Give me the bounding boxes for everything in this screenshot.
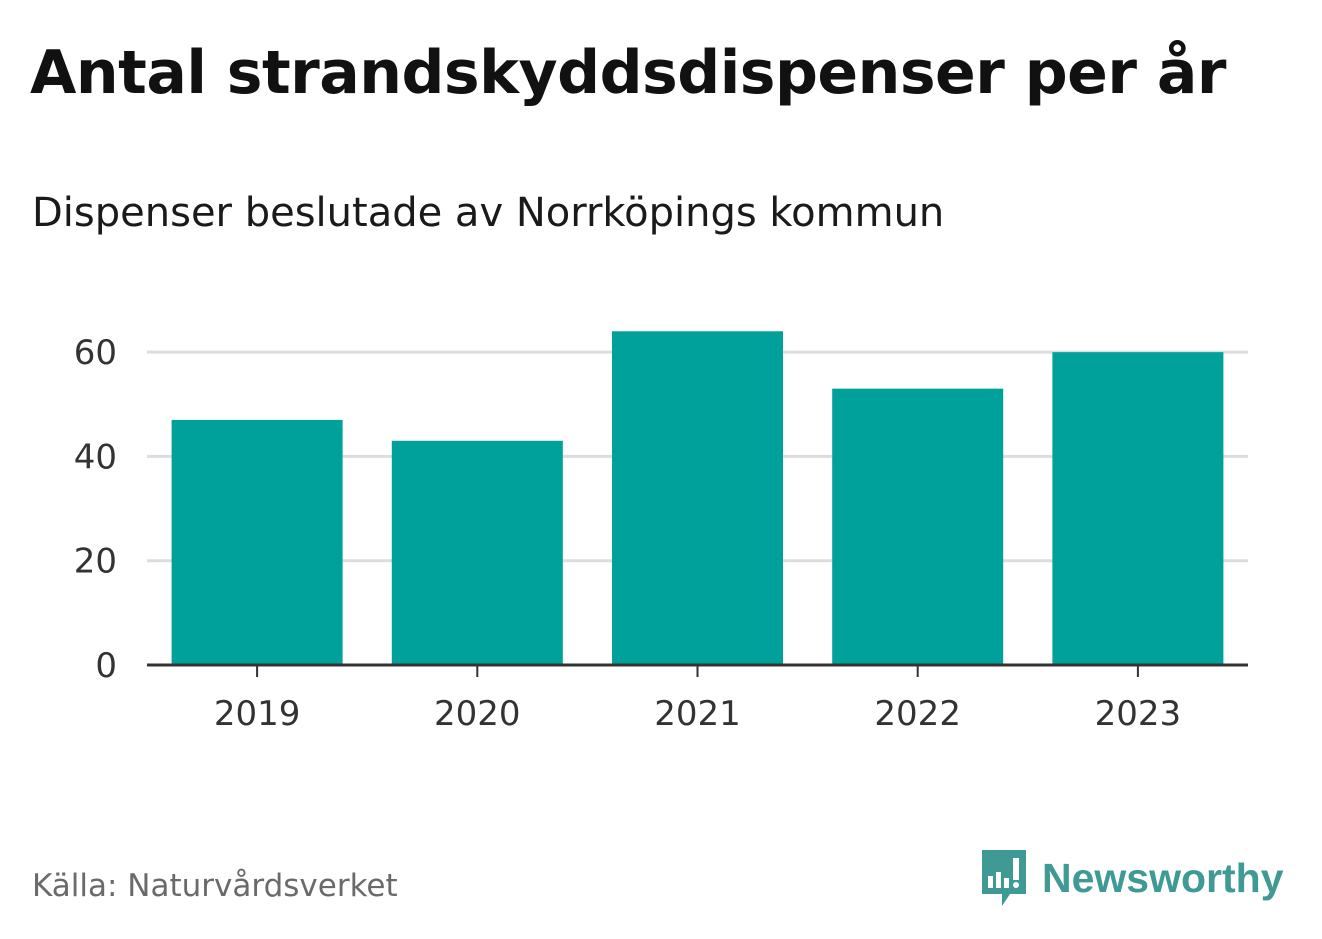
bars bbox=[171, 331, 1224, 665]
bar-2021 bbox=[612, 331, 783, 665]
x-tick-label: 2023 bbox=[1095, 694, 1182, 734]
bar-chart: 0 20 40 60 2019 2020 2021 2022 2023 bbox=[74, 331, 1248, 734]
source-note: Källa: Naturvårdsverket bbox=[32, 868, 398, 904]
y-tick-label: 40 bbox=[74, 437, 117, 477]
chart-title: Antal strandskyddsdispenser per år bbox=[30, 38, 1226, 108]
newsworthy-logo-icon bbox=[982, 850, 1026, 906]
bar-2022 bbox=[832, 388, 1004, 665]
brand-name: Newsworthy bbox=[1042, 854, 1284, 901]
bar-2020 bbox=[391, 440, 563, 665]
brand-logo: Newsworthy bbox=[980, 848, 1284, 908]
bar-2023 bbox=[1052, 352, 1224, 665]
x-tick-label: 2020 bbox=[434, 694, 521, 734]
bar-2019 bbox=[171, 419, 343, 665]
y-tick-label: 20 bbox=[74, 542, 117, 582]
y-tick-label: 60 bbox=[74, 333, 117, 373]
chart-subtitle: Dispenser beslutade av Norrköpings kommu… bbox=[32, 190, 945, 236]
axes: 0 20 40 60 2019 2020 2021 2022 2023 bbox=[74, 333, 1248, 734]
x-tick-label: 2021 bbox=[654, 694, 741, 734]
x-tick-label: 2022 bbox=[874, 694, 961, 734]
x-tick-label: 2019 bbox=[214, 694, 301, 734]
y-tick-label: 0 bbox=[95, 646, 117, 686]
